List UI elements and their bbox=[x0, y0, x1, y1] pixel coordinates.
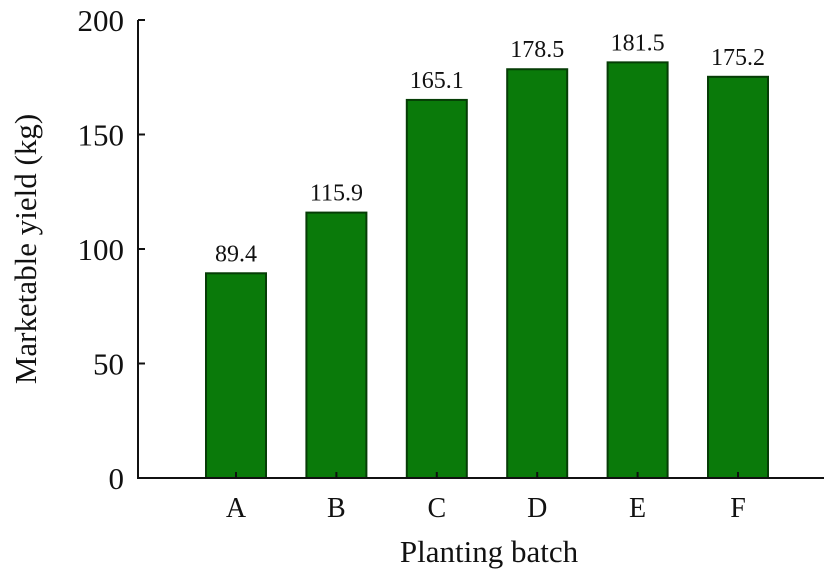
data-label-a: 89.4 bbox=[215, 241, 257, 267]
y-axis-title: Marketable yield (kg) bbox=[8, 114, 43, 384]
bar-a bbox=[205, 272, 267, 479]
bar-f bbox=[707, 75, 769, 480]
data-label-e: 181.5 bbox=[611, 30, 665, 56]
data-label-f: 175.2 bbox=[711, 45, 765, 71]
bar-c bbox=[405, 98, 468, 480]
y-tick-label-50: 50 bbox=[93, 347, 124, 382]
x-tick-label-c: C bbox=[427, 493, 446, 524]
x-tick-label-d: D bbox=[527, 493, 547, 524]
bars-group bbox=[205, 61, 769, 480]
y-tick-label-200: 200 bbox=[78, 3, 125, 38]
bar-d bbox=[506, 68, 569, 480]
data-label-b: 115.9 bbox=[310, 181, 363, 207]
y-ticks-group: 0 50 100 150 200 bbox=[78, 3, 145, 496]
data-label-d: 178.5 bbox=[510, 37, 564, 63]
y-tick-label-0: 0 bbox=[109, 461, 125, 496]
data-label-c: 165.1 bbox=[410, 68, 464, 94]
y-tick-label-100: 100 bbox=[78, 232, 125, 267]
y-tick-label-150: 150 bbox=[78, 118, 125, 153]
bar-b bbox=[305, 211, 368, 480]
x-tick-label-e: E bbox=[629, 493, 646, 524]
data-labels-group: 89.4 115.9 165.1 178.5 181.5 175.2 bbox=[215, 30, 765, 267]
x-ticks-group: A B C D E F bbox=[226, 472, 746, 524]
x-tick-label-f: F bbox=[730, 493, 746, 524]
x-tick-label-a: A bbox=[226, 493, 247, 524]
bar-e bbox=[606, 61, 669, 480]
x-axis-title: Planting batch bbox=[400, 534, 579, 569]
x-tick-label-b: B bbox=[327, 493, 346, 524]
